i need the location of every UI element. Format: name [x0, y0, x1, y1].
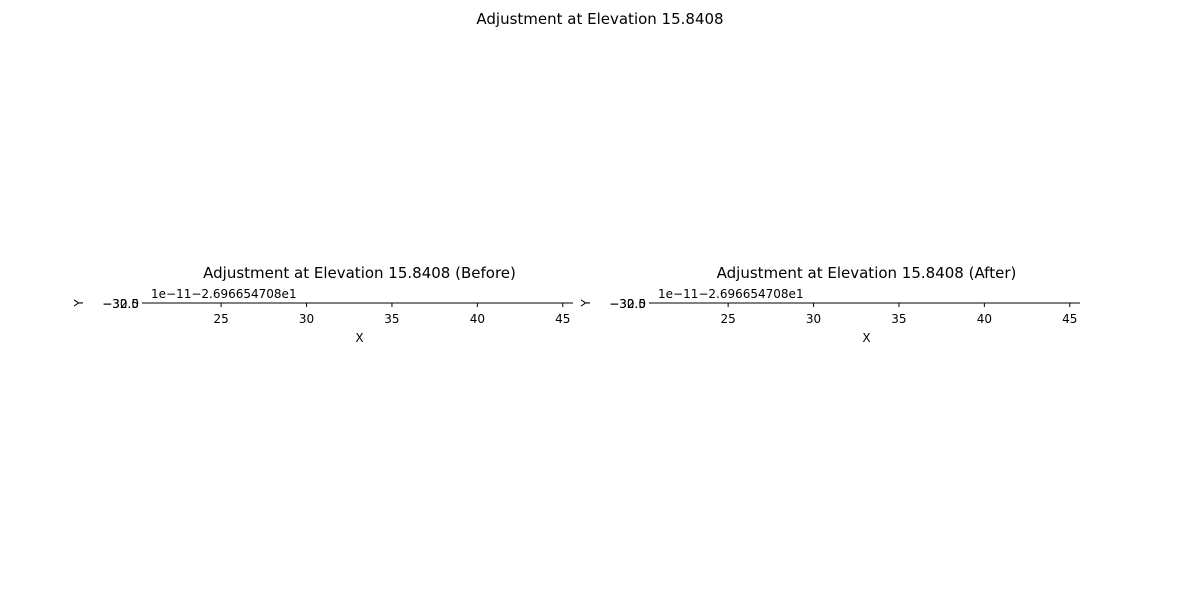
x-tick-label: 35: [891, 312, 906, 326]
y-axis-label: Y: [72, 299, 86, 308]
x-tick-label: 45: [1062, 312, 1077, 326]
x-tick-label: 25: [721, 312, 736, 326]
x-tick-label: 40: [470, 312, 485, 326]
x-axis-label: X: [355, 331, 363, 345]
y-tick-label: −32.5: [102, 297, 139, 311]
axes-panel-before: Adjustment at Elevation 15.8408 (Before)…: [72, 264, 573, 345]
y-axis-label: Y: [579, 299, 593, 308]
figure-title: Adjustment at Elevation 15.8408: [476, 10, 723, 28]
y-tick-label: −30.0: [102, 297, 139, 311]
axes-title: Adjustment at Elevation 15.8408 (Before): [203, 264, 516, 282]
x-tick-label: 30: [299, 312, 314, 326]
offset-text: 1e−11−2.696654708e1: [151, 287, 297, 301]
x-tick-label: 35: [384, 312, 399, 326]
panels: Adjustment at Elevation 15.8408 (Before)…: [72, 264, 1080, 345]
y-tick-label: −30.0: [609, 297, 646, 311]
axes-panel-after: Adjustment at Elevation 15.8408 (After) 1…: [579, 264, 1080, 345]
x-tick-label: 25: [214, 312, 229, 326]
x-tick-label: 40: [977, 312, 992, 326]
offset-text: 1e−11−2.696654708e1: [658, 287, 804, 301]
x-axis-label: X: [862, 331, 870, 345]
axes-title: Adjustment at Elevation 15.8408 (After): [717, 264, 1017, 282]
y-tick-label: −32.5: [609, 297, 646, 311]
x-tick-label: 45: [555, 312, 570, 326]
x-tick-label: 30: [806, 312, 821, 326]
